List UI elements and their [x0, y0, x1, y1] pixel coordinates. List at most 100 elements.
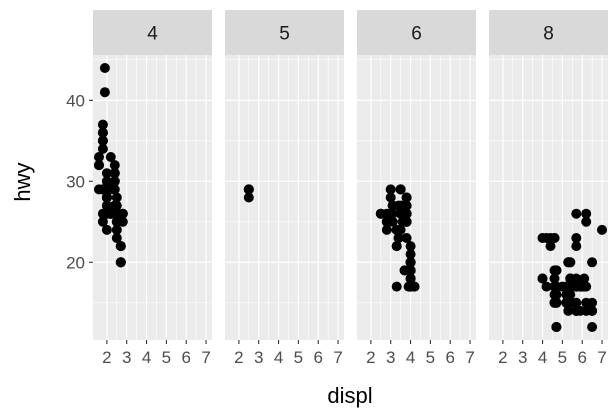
- x-tick-label: 2: [498, 348, 507, 367]
- x-tick-label: 2: [234, 348, 243, 367]
- facet-strip-label: 4: [147, 24, 158, 45]
- data-point: [401, 192, 412, 203]
- data-point: [549, 297, 560, 308]
- x-tick-label: 6: [445, 348, 454, 367]
- data-point: [94, 160, 104, 171]
- data-point: [549, 273, 560, 284]
- data-point: [541, 281, 552, 292]
- data-point: [571, 305, 582, 316]
- data-point: [97, 143, 108, 154]
- data-point: [111, 216, 122, 227]
- data-point: [115, 257, 126, 268]
- data-point: [101, 208, 112, 219]
- data-point: [565, 281, 576, 292]
- facet-panel-6: 62 3 4 5 6 7: [357, 10, 476, 367]
- data-point: [571, 241, 582, 252]
- x-tick-label: 2: [366, 348, 375, 367]
- data-point: [101, 168, 112, 179]
- x-tick-label: 4: [406, 348, 415, 367]
- data-point: [563, 305, 574, 316]
- data-point: [579, 273, 590, 284]
- data-point: [395, 184, 406, 195]
- x-tick-label: 3: [254, 348, 263, 367]
- panel-background: [489, 55, 608, 340]
- data-point: [94, 184, 104, 195]
- x-tick-label: 3: [122, 348, 131, 367]
- data-point: [391, 241, 402, 252]
- x-tick-label: 7: [465, 348, 474, 367]
- data-point: [99, 87, 110, 98]
- x-tick-label: 6: [577, 348, 586, 367]
- data-point: [243, 184, 254, 195]
- data-point: [405, 257, 416, 268]
- data-point: [545, 241, 556, 252]
- data-point: [99, 63, 110, 73]
- data-point: [101, 192, 112, 203]
- data-point: [587, 322, 598, 332]
- data-point: [381, 224, 392, 235]
- panel-background: [225, 55, 344, 340]
- facet-panel-5: 52 3 4 5 6 7: [225, 10, 344, 367]
- facet-strip: [489, 10, 608, 55]
- data-point: [401, 208, 412, 219]
- data-point: [97, 127, 108, 138]
- data-point: [385, 184, 396, 195]
- data-point: [401, 200, 412, 211]
- data-point: [101, 176, 112, 187]
- data-point: [405, 241, 416, 252]
- y-tick-label: 40: [66, 91, 85, 110]
- y-tick-label: 20: [66, 253, 85, 272]
- data-point: [405, 249, 416, 260]
- x-tick-label: 3: [386, 348, 395, 367]
- x-tick-label: 7: [201, 348, 210, 367]
- facet-strip: [225, 10, 344, 55]
- facet-panel-4: 42 3 4 5 6 7: [93, 10, 212, 367]
- data-point: [101, 200, 112, 211]
- x-tick-label: 3: [518, 348, 527, 367]
- data-point: [405, 265, 416, 276]
- x-tick-label: 5: [162, 348, 171, 367]
- data-point: [587, 257, 598, 268]
- data-point: [101, 224, 112, 235]
- x-tick-label: 7: [333, 348, 342, 367]
- data-point: [597, 224, 607, 235]
- data-point: [105, 152, 116, 162]
- data-point: [405, 273, 416, 284]
- data-point: [557, 281, 568, 292]
- data-point: [111, 200, 122, 211]
- x-tick-label: 5: [294, 348, 303, 367]
- facet-strip-label: 6: [411, 24, 422, 45]
- x-tick-label: 2: [102, 348, 111, 367]
- data-point: [385, 208, 396, 219]
- data-point: [565, 257, 576, 268]
- facet-strip: [357, 10, 476, 55]
- data-point: [109, 184, 120, 195]
- data-point: [109, 168, 120, 179]
- data-point: [537, 273, 548, 284]
- data-point: [565, 273, 576, 284]
- data-point: [549, 233, 560, 243]
- data-point: [97, 119, 108, 130]
- x-tick-label: 7: [597, 348, 606, 367]
- data-point: [97, 135, 108, 146]
- panel-background: [357, 55, 476, 340]
- data-point: [101, 184, 112, 195]
- data-point: [115, 241, 126, 252]
- data-point: [385, 192, 396, 203]
- data-point: [571, 233, 582, 243]
- data-point: [111, 224, 122, 235]
- facet-panel-8: 8 2 3 4 5 6 7: [489, 10, 608, 367]
- data-point: [391, 281, 402, 292]
- facet-strip: [93, 10, 212, 55]
- data-point: [381, 216, 392, 227]
- data-point: [109, 160, 120, 171]
- y-axis: 20 30 40: [66, 91, 93, 272]
- data-point: [111, 192, 122, 203]
- data-point: [391, 224, 402, 235]
- data-point: [571, 208, 582, 219]
- x-axis-title: displ: [327, 383, 372, 408]
- facet-strip-label: 5: [279, 24, 290, 45]
- data-point: [581, 208, 592, 219]
- y-axis-title: hwy: [10, 162, 35, 201]
